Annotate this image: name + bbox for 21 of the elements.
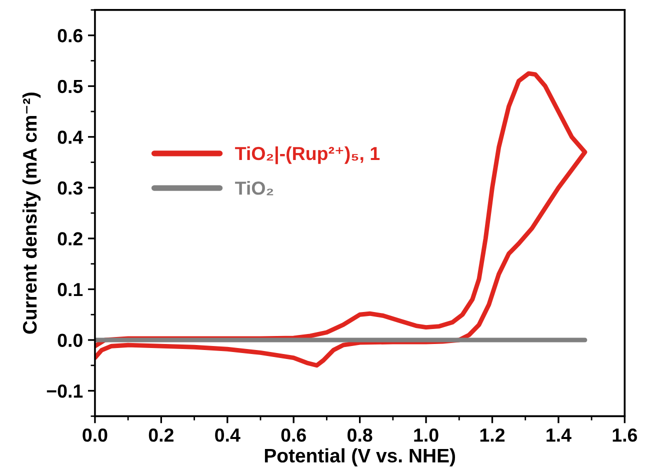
x-tick-label: 1.2 [480,428,505,442]
x-tick-label: 0.0 [82,428,108,442]
y-tick-label: 0.2 [58,232,82,246]
x-tick-label: 1.6 [612,428,638,442]
x-tick-label: 0.4 [215,428,240,442]
legend-label: TiO₂ [235,181,274,196]
legend-label: TiO₂|-(Rup²⁺)₅, 1 [235,146,380,164]
y-tick-label: 0.0 [58,334,82,347]
y-tick-label: 0.1 [58,282,83,296]
x-axis-title: Potential (V vs. NHE) [264,448,456,466]
x-tick-label: 1.0 [414,428,438,442]
y-tick-label: 0.4 [58,130,84,144]
x-tick-label: 0.2 [148,428,174,442]
y-axis-title: Current density (mA cm⁻²) [22,92,41,334]
x-tick-label: 1.4 [546,428,572,442]
x-tick-label: 0.6 [281,428,306,442]
y-tick-label: 0.5 [58,80,83,94]
y-tick-label: 0.3 [58,181,82,195]
x-tick-label: 0.8 [348,428,372,442]
y-tick-label: 0.6 [58,29,82,42]
y-tick-label: −0.1 [46,384,83,398]
